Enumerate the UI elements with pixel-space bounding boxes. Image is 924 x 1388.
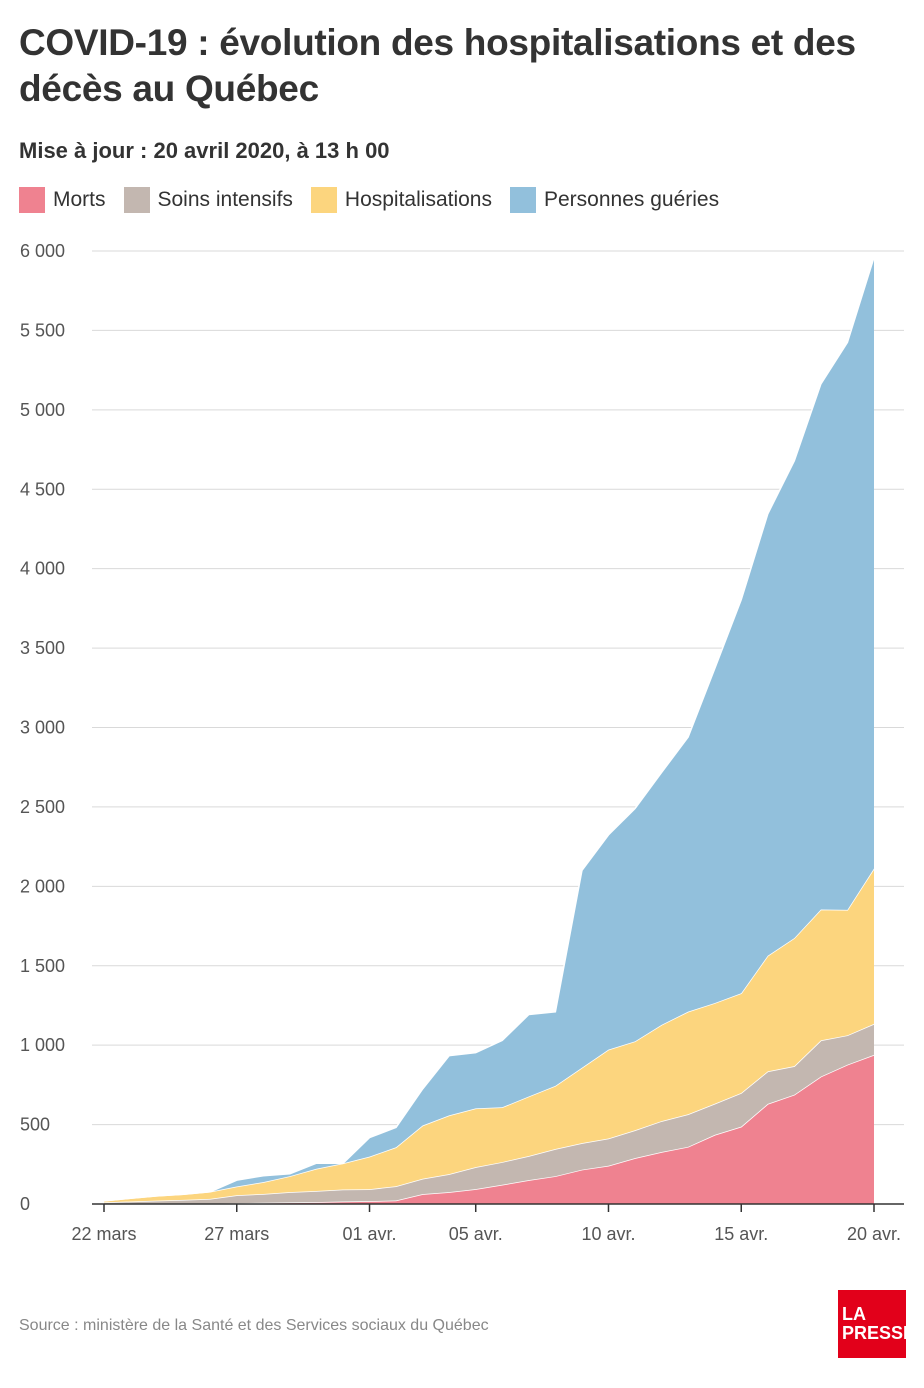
chart-legend: Morts Soins intensifs Hospitalisations P… xyxy=(19,185,737,215)
y-tick-label: 5 500 xyxy=(20,320,65,340)
legend-swatch-personnes-gueries xyxy=(509,187,536,213)
legend-swatch-morts xyxy=(19,187,45,213)
y-tick-label: 4 500 xyxy=(20,479,65,499)
y-tick-label: 2 000 xyxy=(20,876,65,896)
area-soins-intensifs xyxy=(104,1023,874,1204)
legend-label-soins-intensifs: Soins intensifs xyxy=(157,188,293,211)
area-hospitalisations xyxy=(104,868,874,1203)
legend-item-morts: Morts xyxy=(19,185,106,215)
legend-label-personnes-gueries: Personnes guéries xyxy=(543,188,720,211)
area-personnes-gueries xyxy=(104,257,874,1201)
x-tick-label: 15 avr. xyxy=(714,1224,768,1244)
axes: 22 mars 27 mars 01 avr. 05 avr. 10 avr. 15 av… xyxy=(71,1203,904,1244)
legend-item-personnes-gueries: Personnes guéries xyxy=(509,185,720,215)
stacked-area-chart: 0 500 1 000 1 500 2 000 2 500 3 000 3 500 4 000 4… xyxy=(20,241,904,1244)
legend-label-hospitalisations: Hospitalisations xyxy=(344,188,492,211)
y-tick-label: 3 500 xyxy=(20,638,65,658)
x-tick-label: 27 mars xyxy=(204,1224,269,1244)
y-tick-label: 5 000 xyxy=(20,400,65,420)
area-outline-personnes-gueries xyxy=(103,257,875,1202)
area-series xyxy=(103,257,875,1205)
y-tick-label: 2 500 xyxy=(20,797,65,817)
legend-swatch-soins-intensifs xyxy=(123,187,150,213)
legend-item-hospitalisations: Hospitalisations xyxy=(310,185,492,215)
y-tick-label: 1 500 xyxy=(20,956,65,976)
grid-lines: 0 500 1 000 1 500 2 000 2 500 3 000 3 500 4 000 4… xyxy=(20,241,904,1214)
legend-label-morts: Morts xyxy=(53,188,106,211)
x-tick-label: 20 avr. xyxy=(847,1224,901,1244)
y-tick-label: 4 000 xyxy=(20,559,65,579)
legend-swatch-hospitalisations xyxy=(310,187,337,213)
x-tick-label: 05 avr. xyxy=(449,1224,503,1244)
logo-line-2: PRESSE xyxy=(842,1323,916,1343)
logo-line-1: LA xyxy=(842,1304,866,1324)
legend-item-soins-intensifs: Soins intensifs xyxy=(123,185,293,215)
y-tick-label: 6 000 xyxy=(20,241,65,261)
y-tick-label: 0 xyxy=(20,1194,30,1214)
y-tick-label: 1 000 xyxy=(20,1035,65,1055)
y-tick-label: 3 000 xyxy=(20,718,65,738)
x-tick-label: 10 avr. xyxy=(581,1224,635,1244)
chart-subtitle: Mise à jour : 20 avril 2020, à 13 h 00 xyxy=(19,138,390,163)
x-tick-label: 01 avr. xyxy=(342,1224,396,1244)
la-presse-logo: LA PRESSE xyxy=(838,1290,915,1358)
chart-title: COVID-19 : évolution des hospitalisation… xyxy=(19,22,856,109)
area-morts xyxy=(104,1054,874,1204)
x-tick-label: 22 mars xyxy=(71,1224,136,1244)
source-note: Source : ministère de la Santé et des Se… xyxy=(19,1317,489,1334)
y-tick-label: 500 xyxy=(20,1115,50,1135)
